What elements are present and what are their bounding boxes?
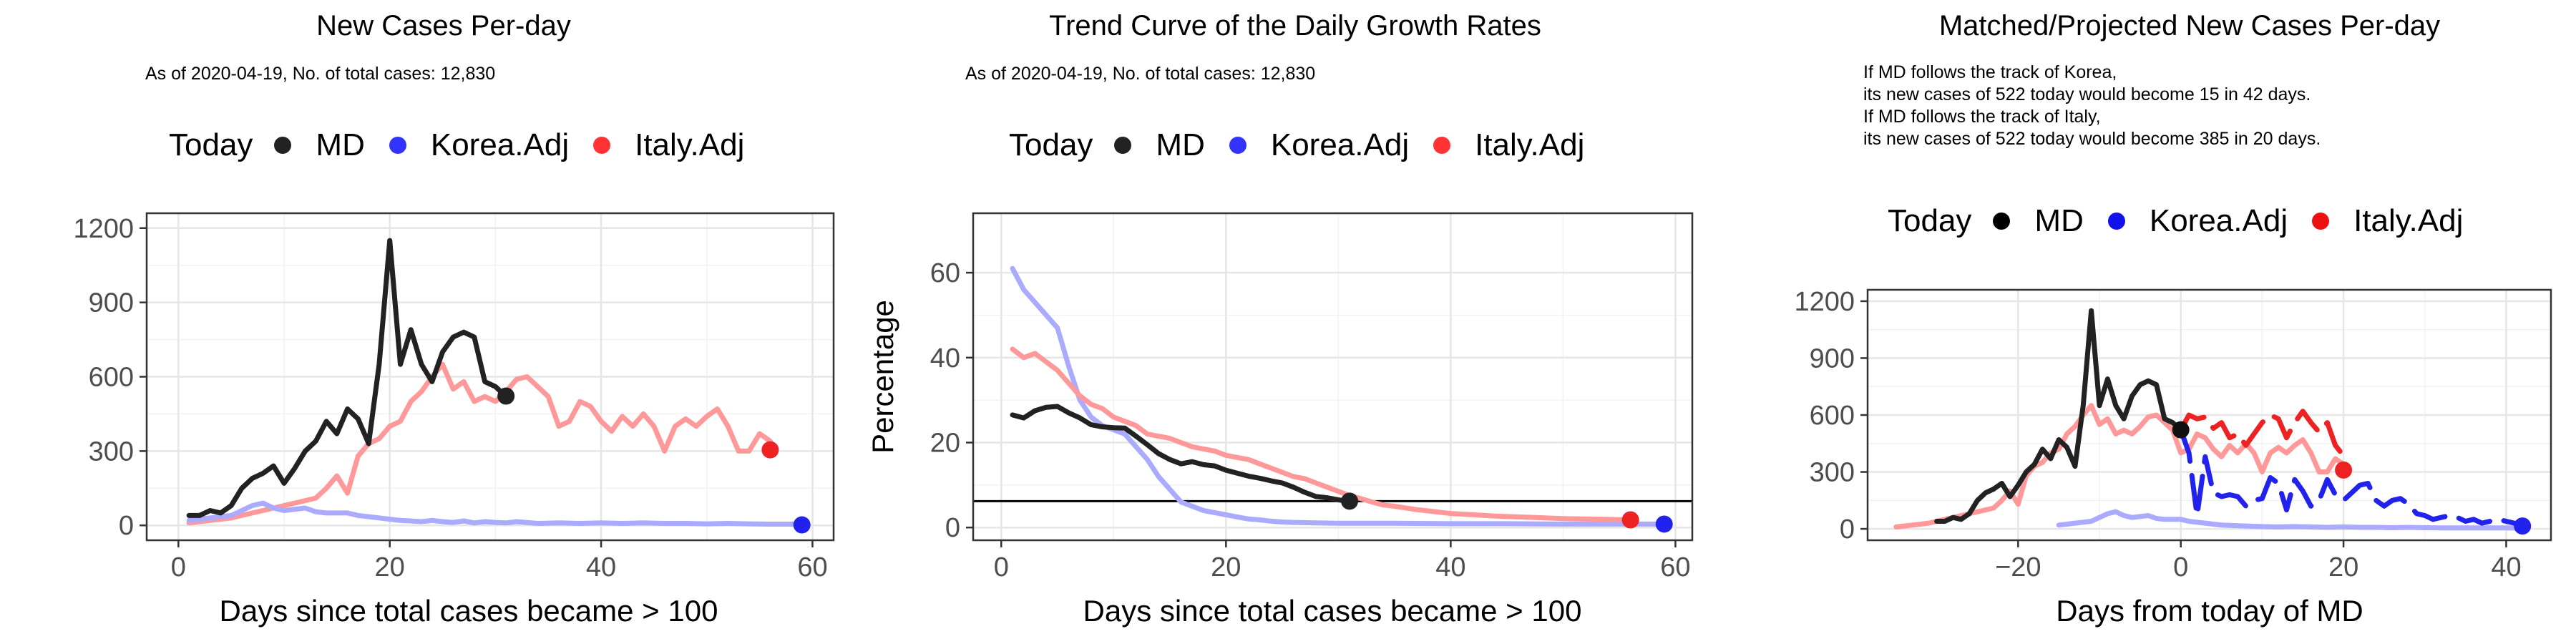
today-point xyxy=(2514,517,2532,535)
x-tick-label: 0 xyxy=(171,552,186,582)
x-tick-label: 20 xyxy=(2328,552,2358,582)
series-line xyxy=(1010,265,1667,527)
x-tick-label: 0 xyxy=(2173,552,2188,582)
x-tick-label: 20 xyxy=(1211,552,1241,582)
chart-subtitle: If MD follows the track of Korea, its ne… xyxy=(1863,62,2321,149)
today-point xyxy=(1341,492,1359,510)
x-tick-label: 0 xyxy=(994,552,1009,582)
chart-legend: Today MD Korea.Adj Italy.Adj xyxy=(1888,203,2487,239)
legend-dot-korea xyxy=(2107,213,2125,230)
legend-label-italy: Italy.Adj xyxy=(2353,203,2464,238)
legend-dot-md xyxy=(274,137,292,154)
series-line xyxy=(1893,403,2346,530)
legend-label-italy: Italy.Adj xyxy=(1475,127,1585,162)
legend-label-md: MD xyxy=(2034,203,2084,238)
chart-panel-projected: Matched/Projected New Cases Per-day If M… xyxy=(1717,0,2576,644)
today-point xyxy=(2335,461,2353,479)
x-tick-label: 60 xyxy=(797,552,827,582)
y-tick-label: 300 xyxy=(89,436,134,467)
today-point xyxy=(793,516,811,534)
legend-dot-italy xyxy=(2312,213,2330,230)
chart-legend: Today MD Korea.Adj Italy.Adj xyxy=(169,127,769,163)
legend-item-italy: Italy.Adj xyxy=(2312,203,2463,239)
legend-dot-italy xyxy=(593,137,611,154)
today-point xyxy=(1655,515,1673,533)
legend-label-korea: Korea.Adj xyxy=(2149,203,2288,238)
series-line xyxy=(2178,409,2346,459)
chart-plot-projected: −20 0 20 40 0 300 600 900 1200 Days from today of… xyxy=(1794,287,2552,628)
today-point xyxy=(1621,511,1639,529)
chart-subtitle: As of 2020-04-19, No. of total cases: 12… xyxy=(145,64,496,84)
x-tick-label: 60 xyxy=(1660,552,1690,582)
y-axis-label: Percentage xyxy=(866,300,899,454)
legend-item-korea: Korea.Adj xyxy=(2107,203,2288,239)
x-axis-label: Days since total cases became > 100 xyxy=(220,594,718,628)
legend-title: Today xyxy=(1009,127,1093,162)
y-tick-label: 0 xyxy=(945,513,960,543)
legend-item-md: MD xyxy=(274,127,365,163)
chart-subtitle: As of 2020-04-19, No. of total cases: 12… xyxy=(965,64,1316,84)
x-tick-label: 20 xyxy=(375,552,405,582)
x-tick-label: 40 xyxy=(2491,552,2521,582)
legend-label-md: MD xyxy=(1156,127,1205,162)
legend-dot-md xyxy=(1993,213,2011,230)
legend-item-md: MD xyxy=(1114,127,1205,163)
legend-dot-italy xyxy=(1433,137,1451,154)
legend-dot-korea xyxy=(389,137,406,154)
legend-label-korea: Korea.Adj xyxy=(1270,127,1410,162)
legend-label-korea: Korea.Adj xyxy=(430,127,570,162)
series-line xyxy=(2178,427,2525,529)
chart-title: New Cases Per-day xyxy=(316,10,571,42)
y-tick-label: 40 xyxy=(930,343,960,374)
legend-item-italy: Italy.Adj xyxy=(593,127,744,163)
today-point xyxy=(497,387,515,405)
y-tick-label: 1200 xyxy=(1794,287,1855,317)
series-line xyxy=(186,361,773,526)
series-line xyxy=(1010,346,1634,522)
series-line xyxy=(186,238,509,518)
x-axis-label: Days since total cases became > 100 xyxy=(1083,594,1582,628)
chart-title: Trend Curve of the Daily Growth Rates xyxy=(1049,10,1541,42)
x-tick-label: 40 xyxy=(586,552,616,582)
y-tick-label: 600 xyxy=(89,363,134,393)
series-line xyxy=(1010,404,1352,504)
legend-item-korea: Korea.Adj xyxy=(1229,127,1409,163)
x-tick-label: 40 xyxy=(1435,552,1465,582)
today-point xyxy=(2172,421,2190,439)
chart-title: Matched/Projected New Cases Per-day xyxy=(1938,10,2441,42)
legend-item-italy: Italy.Adj xyxy=(1433,127,1584,163)
chart-plot-growth-rates: 0 20 40 60 0 20 40 60 Days since total cases bec… xyxy=(866,212,1694,628)
plot-border xyxy=(972,212,1694,542)
series-line xyxy=(186,500,805,527)
today-point xyxy=(761,441,779,459)
legend-item-md: MD xyxy=(1993,203,2084,239)
y-tick-label: 60 xyxy=(930,258,960,288)
y-tick-label: 0 xyxy=(1840,514,1855,545)
legend-title: Today xyxy=(1888,203,1972,238)
chart-panel-new-cases: New Cases Per-day As of 2020-04-19, No. … xyxy=(0,0,859,644)
chart-legend: Today MD Korea.Adj Italy.Adj xyxy=(1009,127,1609,163)
legend-dot-md xyxy=(1114,137,1132,154)
chart-panel-growth-rates: Trend Curve of the Daily Growth Rates As… xyxy=(859,0,1717,644)
series-line xyxy=(1934,308,2184,524)
y-tick-label: 20 xyxy=(930,428,960,458)
series-line xyxy=(2056,509,2525,531)
legend-label-italy: Italy.Adj xyxy=(635,127,745,162)
y-tick-label: 1200 xyxy=(73,214,134,244)
y-tick-label: 0 xyxy=(119,511,134,541)
y-tick-label: 900 xyxy=(89,288,134,318)
y-tick-label: 300 xyxy=(1810,458,1855,488)
legend-item-korea: Korea.Adj xyxy=(389,127,569,163)
legend-dot-korea xyxy=(1229,137,1246,154)
x-tick-label: −20 xyxy=(1995,552,2041,582)
legend-label-md: MD xyxy=(316,127,365,162)
y-tick-label: 900 xyxy=(1810,343,1855,374)
y-tick-label: 600 xyxy=(1810,401,1855,431)
legend-title: Today xyxy=(169,127,253,162)
x-axis-label: Days from today of MD xyxy=(2056,594,2363,628)
